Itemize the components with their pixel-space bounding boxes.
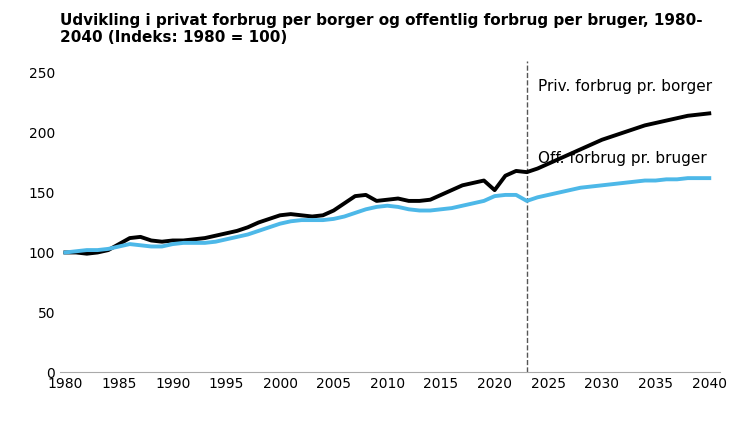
Text: Priv. forbrug pr. borger: Priv. forbrug pr. borger [538, 80, 712, 94]
Text: Udvikling i privat forbrug per borger og offentlig forbrug per bruger, 1980-
204: Udvikling i privat forbrug per borger og… [60, 13, 703, 45]
Text: Off. forbrug pr. bruger: Off. forbrug pr. bruger [538, 152, 706, 166]
